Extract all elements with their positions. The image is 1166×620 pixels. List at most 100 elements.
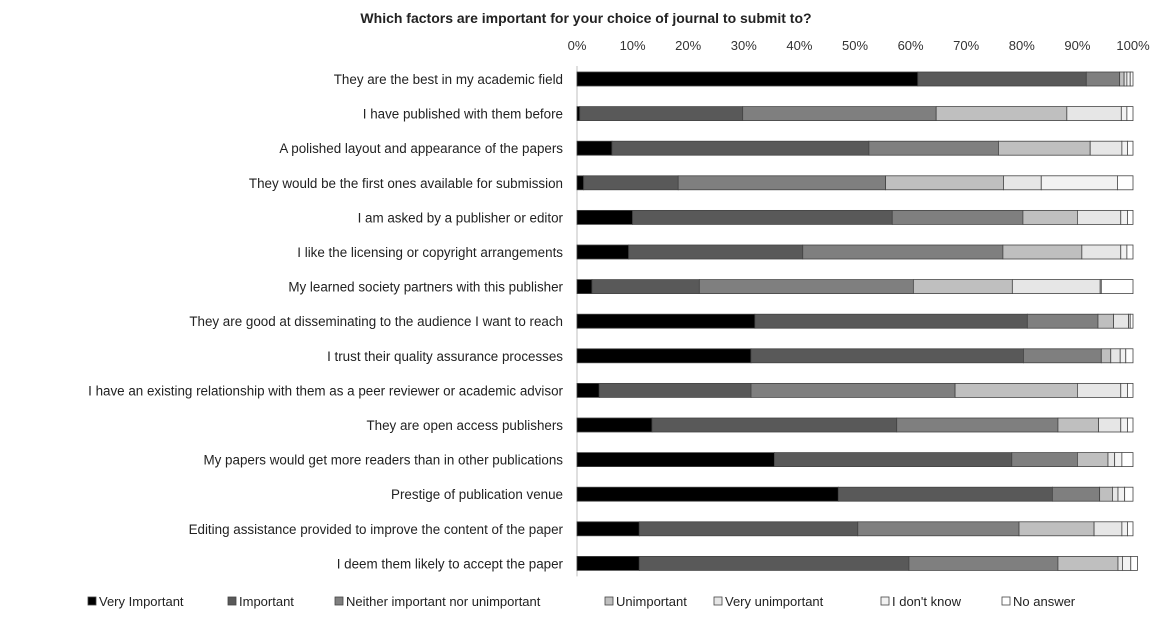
bar-segment (576, 556, 640, 571)
bar-segment (698, 279, 914, 295)
bar-segment (1119, 348, 1127, 364)
bar-segment (773, 452, 1013, 468)
bar-segment (1110, 348, 1121, 364)
bar-segment (1127, 382, 1134, 398)
bar-segment (576, 521, 640, 537)
bar-segment (1120, 106, 1128, 121)
bar-segment (1112, 486, 1119, 502)
legend-label: Important (239, 594, 294, 609)
bar-segment (1124, 486, 1134, 502)
legend-label: I don't know (892, 594, 962, 609)
category-label: They are the best in my academic field (334, 72, 563, 87)
legend-label: Neither important nor unimportant (346, 594, 541, 609)
bar-segment (1051, 486, 1101, 502)
bar-segment (1127, 521, 1134, 537)
x-axis: 0% 10% 20% 30% 40% 50% 60% 70% 80% 90% 100% (568, 38, 1150, 577)
bar-segment (891, 209, 1024, 225)
x-tick-label: 60% (898, 38, 924, 53)
bar-segment (576, 313, 756, 329)
legend-label: No answer (1013, 594, 1076, 609)
bar-segment (868, 140, 999, 156)
bar-segment (1018, 521, 1095, 537)
category-label: I deem them likely to accept the paper (337, 556, 564, 571)
bar-segment (750, 348, 1024, 364)
bar-segment (1066, 106, 1122, 121)
legend-swatch (334, 596, 344, 606)
category-label: Editing assistance provided to improve t… (189, 522, 564, 537)
bar-segment (1077, 452, 1109, 468)
bar-segment (576, 348, 752, 364)
legend-swatch (227, 596, 237, 606)
x-tick-label: 50% (842, 38, 868, 53)
legend-swatch (1001, 596, 1011, 606)
bar-segment (935, 106, 1068, 121)
bar-segment (1081, 244, 1122, 260)
legend-swatch (604, 596, 614, 606)
bar-segment (837, 486, 1053, 502)
bar-segment (1100, 279, 1134, 295)
bar-segment (576, 279, 593, 295)
bar-segment (598, 382, 752, 398)
bar-segment (1117, 556, 1123, 571)
bar-segment (576, 417, 653, 433)
bar-segment (1026, 313, 1099, 329)
bar-segment (1097, 313, 1114, 329)
x-tick-label: 70% (953, 38, 979, 53)
bar-segment (1127, 417, 1134, 433)
x-tick-label: 80% (1009, 38, 1035, 53)
bar-segment (1122, 556, 1132, 571)
bar-segment (1121, 140, 1128, 156)
bar-segment (1089, 140, 1123, 156)
legend-swatch (713, 596, 723, 606)
bar-segment (628, 244, 804, 260)
category-label: They would be the first ones available f… (249, 176, 563, 191)
bar-segment (1119, 71, 1125, 87)
bar-segment (576, 106, 581, 121)
bar-segment (1113, 313, 1129, 329)
legend-label: Very Important (99, 594, 184, 609)
bar-segment (1121, 452, 1134, 468)
bar-segment (1114, 452, 1123, 468)
bar-segment (632, 209, 893, 225)
x-tick-label: 30% (731, 38, 757, 53)
bar-segment (857, 521, 1020, 537)
bar-segment (1093, 521, 1123, 537)
bar-segment (576, 71, 919, 87)
category-labels: They are the best in my academic field I … (88, 72, 563, 571)
bar-segment (1011, 279, 1101, 295)
bar-segment (917, 71, 1087, 87)
bar-segment (576, 452, 775, 468)
category-label: I trust their quality assurance processe… (327, 349, 563, 364)
bar-segment (1011, 452, 1078, 468)
bar-segment (638, 521, 859, 537)
bar-segment (1123, 71, 1128, 87)
bar-segment (1120, 209, 1128, 225)
bar-segment (1129, 313, 1134, 329)
x-tick-label: 0% (568, 38, 587, 53)
bar-segment (1077, 209, 1122, 225)
x-tick-label: 10% (620, 38, 646, 53)
bar-segment (1057, 556, 1119, 571)
bar-segment (1125, 348, 1134, 364)
category-label: A polished layout and appearance of the … (279, 141, 563, 156)
legend-label: Unimportant (616, 594, 687, 609)
bar-segment (1130, 556, 1138, 571)
bar-segment (1100, 348, 1112, 364)
bar-segment (912, 279, 1013, 295)
bar-segment (611, 140, 870, 156)
bars (576, 71, 1138, 571)
bar-segment (998, 140, 1091, 156)
bar-segment (1023, 348, 1102, 364)
bar-segment (742, 106, 937, 121)
bar-segment (1127, 140, 1134, 156)
bar-segment (651, 417, 898, 433)
bar-segment (591, 279, 700, 295)
bar-segment (1120, 417, 1128, 433)
category-label: I have published with them before (363, 107, 563, 122)
bar-segment (896, 417, 1059, 433)
legend-swatch (880, 596, 890, 606)
bar-segment (1117, 175, 1134, 191)
x-tick-label: 40% (786, 38, 812, 53)
legend-label: Very unimportant (725, 594, 824, 609)
